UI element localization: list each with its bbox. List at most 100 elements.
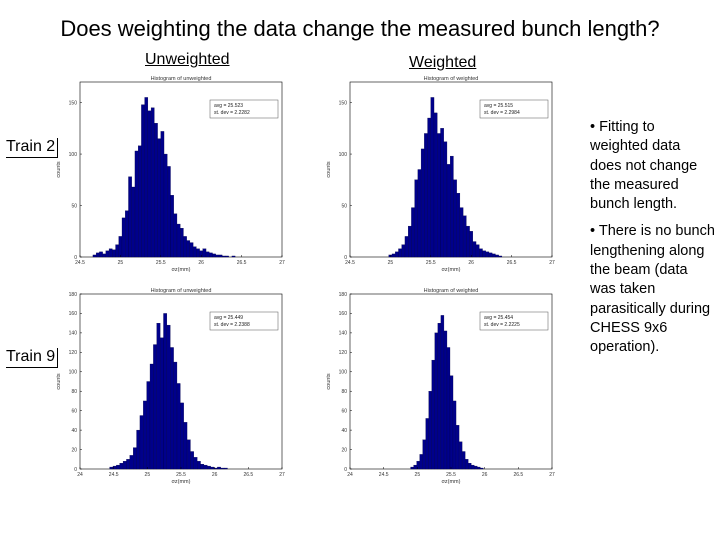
y-tick-label: 0 [74, 467, 77, 473]
histogram-bar [108, 248, 113, 258]
histogram-bar [134, 150, 139, 258]
histogram-bar [129, 455, 134, 470]
histogram-bar [186, 240, 191, 258]
histogram-bar [96, 252, 100, 258]
histogram-bar [147, 110, 152, 258]
histogram-bar [401, 244, 406, 258]
histogram-bar [461, 451, 466, 470]
histogram-bar [440, 315, 445, 470]
histogram-bar [202, 248, 207, 258]
x-tick-label: 27 [279, 260, 285, 266]
chart-title: Histogram of weighted [424, 76, 479, 82]
x-axis-label: σz(mm) [172, 267, 191, 272]
histogram-bar [414, 179, 419, 258]
stats-box-frame [479, 311, 549, 331]
histogram-bar [462, 215, 467, 258]
y-tick-label: 160 [69, 311, 78, 317]
histogram-bar [469, 231, 473, 258]
histogram-bar [492, 253, 496, 258]
y-tick-label: 180 [69, 292, 78, 298]
histogram-bar [99, 251, 103, 258]
histogram-bar [150, 107, 155, 258]
y-tick-label: 100 [339, 152, 348, 158]
histogram-bar [115, 244, 119, 258]
histogram-bar [119, 463, 124, 470]
histogram-bar [455, 425, 460, 470]
y-tick-label: 180 [339, 292, 348, 298]
y-tick-label: 80 [71, 389, 77, 395]
histogram-bar [170, 347, 174, 470]
histogram-bar [422, 439, 426, 470]
histogram-bar [163, 313, 168, 470]
x-tick-label: 24 [347, 472, 353, 478]
histogram-bar [437, 133, 441, 258]
histogram-bar [209, 252, 213, 258]
histogram-bar [170, 195, 174, 258]
slide-title: Does weighting the data change the measu… [60, 16, 660, 41]
histogram-bar [437, 323, 442, 470]
y-tick-label: 50 [71, 203, 77, 209]
histogram-bar [477, 466, 481, 470]
histogram-bar [231, 255, 236, 258]
histogram-bar [163, 153, 168, 258]
histogram-bar [430, 97, 435, 258]
histogram-bar [443, 141, 448, 258]
x-tick-label: 26.5 [243, 472, 253, 478]
stats-line: avg = 25.523 [214, 103, 243, 109]
histogram-bar [131, 186, 136, 258]
histogram-bar [410, 466, 414, 470]
column-header-weighted: Weighted [409, 54, 477, 71]
histogram-bar [197, 461, 201, 470]
histogram-bar [431, 359, 435, 470]
chart-svg: Histogram of unweighted 24.5 25 25.5 26 26.5 2… [56, 76, 285, 272]
histogram-bar [183, 422, 188, 470]
y-tick-label: 100 [69, 152, 78, 158]
histogram-bar [212, 253, 216, 258]
y-tick-label: 150 [69, 100, 78, 106]
histogram-bar [112, 249, 116, 258]
histogram-bar [446, 164, 451, 258]
histogram-bar [434, 332, 439, 470]
y-tick-label: 40 [341, 428, 347, 434]
stats-box-frame [479, 99, 549, 119]
histogram-bar [173, 361, 178, 470]
y-axis-label: counts [56, 161, 62, 177]
y-tick-label: 20 [71, 447, 77, 453]
histogram-bar [156, 323, 161, 470]
histogram-bar [417, 169, 422, 258]
y-tick-label: 60 [341, 408, 347, 414]
histogram-bar [395, 251, 399, 258]
histogram-bar [450, 155, 454, 258]
bullet-list: • Fitting to weighted data does not chan… [590, 118, 715, 366]
chart-svg: Histogram of weighted 24 24.5 25 25.5 26 26.5 2… [326, 288, 555, 484]
x-tick-label: 24.5 [345, 260, 355, 266]
histogram-bar [125, 210, 129, 258]
x-axis-label: σz(mm) [442, 479, 461, 484]
histogram-bar [425, 418, 429, 470]
histogram-bar [118, 236, 123, 258]
y-tick-label: 160 [339, 311, 348, 317]
bullet-item-2: • There is no bunch lengthening along th… [590, 223, 715, 356]
histogram-bar [146, 381, 151, 470]
histogram-bar [391, 253, 396, 258]
histogram-bar [217, 466, 221, 470]
histogram-bar [102, 253, 107, 258]
histogram-bar [419, 454, 423, 470]
histogram-bar [223, 467, 228, 470]
y-tick-label: 20 [341, 447, 347, 453]
x-tick-label: 25 [118, 260, 124, 266]
histogram-bar [471, 464, 475, 470]
histogram-bar [109, 466, 114, 470]
histogram-bar [176, 383, 181, 470]
histogram-bar [190, 451, 194, 470]
y-tick-label: 60 [71, 408, 77, 414]
stats-line: st. dev = 2.2388 [214, 322, 250, 328]
histogram-bar [210, 466, 215, 470]
y-axis-label: counts [326, 161, 332, 177]
x-tick-label: 25.5 [426, 260, 436, 266]
histogram-bar [408, 225, 412, 258]
histogram-bar [154, 123, 158, 258]
stats-line: avg = 25.515 [484, 103, 513, 109]
histogram-bar [133, 447, 137, 470]
